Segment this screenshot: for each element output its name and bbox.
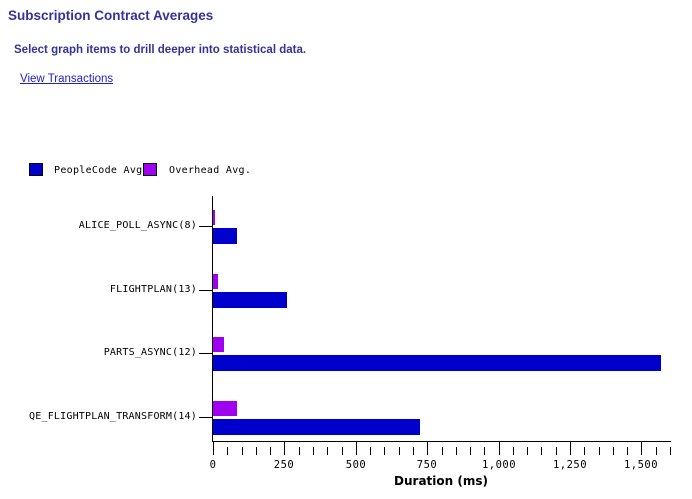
x-major-tick <box>284 442 285 455</box>
x-tick-label: 250 <box>273 459 295 471</box>
view-transactions-link[interactable]: View Transactions <box>20 73 114 85</box>
overhead-legend-swatch <box>143 163 157 176</box>
x-tick-label: 500 <box>345 459 367 471</box>
bar-overhead[interactable] <box>213 274 218 289</box>
x-minor-tick <box>527 447 528 455</box>
x-tick-label: 1,500 <box>623 459 659 471</box>
x-minor-tick <box>541 447 542 455</box>
x-minor-tick <box>342 447 343 455</box>
bar-peoplecode[interactable] <box>213 419 420 435</box>
x-minor-tick <box>599 447 600 455</box>
x-minor-tick <box>299 447 300 455</box>
category-tick <box>199 417 213 418</box>
x-major-tick <box>570 442 571 455</box>
x-major-tick <box>641 442 642 455</box>
x-minor-tick <box>384 447 385 455</box>
bar-overhead[interactable] <box>213 401 237 416</box>
x-minor-tick <box>313 447 314 455</box>
category-label: QE_FLIGHTPLAN_TRANSFORM(14) <box>29 411 197 422</box>
x-minor-tick <box>256 447 257 455</box>
x-axis-line <box>212 441 671 442</box>
x-minor-tick <box>556 447 557 455</box>
x-minor-tick <box>470 447 471 455</box>
x-minor-tick <box>670 447 671 455</box>
x-minor-tick <box>656 447 657 455</box>
x-minor-tick <box>442 447 443 455</box>
x-minor-tick <box>370 447 371 455</box>
bar-overhead[interactable] <box>213 337 224 352</box>
y-axis-line <box>212 196 213 442</box>
category-label: ALICE_POLL_ASYNC(8) <box>78 220 197 231</box>
category-tick <box>199 226 213 227</box>
category-tick <box>199 290 213 291</box>
overhead-legend-label: Overhead Avg. <box>169 165 252 176</box>
page-title: Subscription Contract Averages <box>8 8 214 23</box>
peoplecode-legend-swatch <box>29 163 43 176</box>
x-minor-tick <box>242 447 243 455</box>
x-major-tick <box>213 442 214 455</box>
x-tick-label: 1,250 <box>552 459 588 471</box>
x-axis-title: Duration (ms) <box>394 474 488 488</box>
x-minor-tick <box>227 447 228 455</box>
category-label: FLIGHTPLAN(13) <box>109 284 197 295</box>
x-minor-tick <box>513 447 514 455</box>
x-tick-label: 750 <box>416 459 438 471</box>
instruction-text: Select graph items to drill deeper into … <box>14 44 307 56</box>
bar-peoplecode[interactable] <box>213 355 661 371</box>
x-tick-label: 0 <box>209 459 217 471</box>
peoplecode-legend-label: PeopleCode Avg. <box>54 165 149 176</box>
x-minor-tick <box>584 447 585 455</box>
category-tick <box>199 353 213 354</box>
x-minor-tick <box>399 447 400 455</box>
bar-overhead[interactable] <box>213 210 215 225</box>
x-minor-tick <box>484 447 485 455</box>
x-minor-tick <box>413 447 414 455</box>
x-minor-tick <box>327 447 328 455</box>
x-tick-label: 1,000 <box>481 459 517 471</box>
x-major-tick <box>427 442 428 455</box>
x-minor-tick <box>270 447 271 455</box>
x-minor-tick <box>456 447 457 455</box>
bar-peoplecode[interactable] <box>213 228 237 244</box>
bar-peoplecode[interactable] <box>213 292 287 308</box>
x-minor-tick <box>627 447 628 455</box>
x-major-tick <box>499 442 500 455</box>
category-label: PARTS_ASYNC(12) <box>103 347 197 358</box>
x-major-tick <box>356 442 357 455</box>
x-minor-tick <box>613 447 614 455</box>
